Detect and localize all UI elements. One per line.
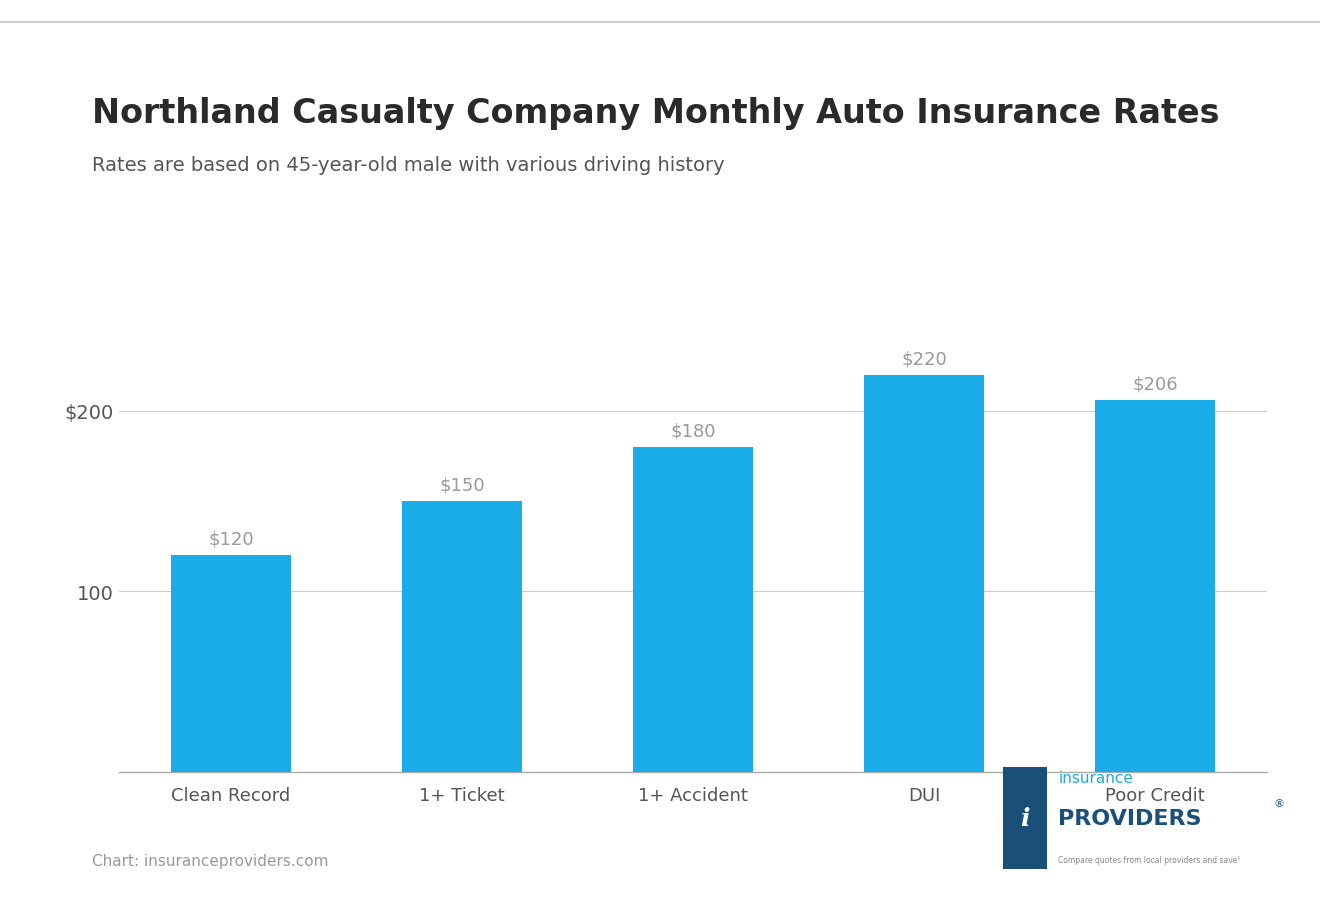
- Bar: [1094, 401, 1214, 772]
- Text: $220: $220: [902, 350, 946, 368]
- Text: ®: ®: [1274, 798, 1284, 808]
- Text: $120: $120: [209, 530, 253, 549]
- Bar: [634, 448, 752, 772]
- Text: Chart: insuranceproviders.com: Chart: insuranceproviders.com: [92, 854, 329, 868]
- Text: PROVIDERS: PROVIDERS: [1059, 808, 1203, 828]
- Bar: [863, 375, 983, 772]
- Bar: [1003, 767, 1047, 868]
- Bar: [403, 502, 523, 772]
- Text: insurance: insurance: [1059, 770, 1134, 785]
- Text: Rates are based on 45-year-old male with various driving history: Rates are based on 45-year-old male with…: [92, 156, 725, 176]
- Bar: [172, 556, 292, 772]
- Text: $206: $206: [1133, 375, 1177, 393]
- Text: Compare quotes from local providers and save!: Compare quotes from local providers and …: [1059, 856, 1241, 864]
- Text: Northland Casualty Company Monthly Auto Insurance Rates: Northland Casualty Company Monthly Auto …: [92, 96, 1220, 130]
- Text: $180: $180: [671, 422, 715, 440]
- Text: $150: $150: [440, 476, 484, 494]
- Text: i: i: [1020, 806, 1030, 830]
